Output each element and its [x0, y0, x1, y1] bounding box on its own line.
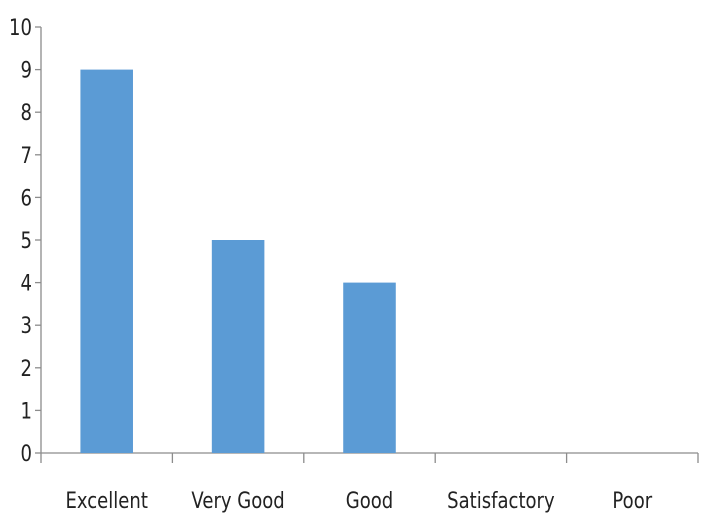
y-tick-label: 8	[21, 99, 32, 125]
y-tick-label: 7	[21, 142, 32, 168]
y-tick-label: 2	[21, 355, 32, 381]
y-tick-label: 10	[9, 14, 32, 40]
y-tick-label: 4	[21, 270, 32, 296]
x-tick-label: Poor	[612, 487, 652, 513]
y-tick-label: 9	[21, 57, 32, 83]
x-tick-label: Good	[346, 487, 393, 513]
y-tick-label: 0	[21, 440, 32, 466]
x-tick-label: Excellent	[66, 487, 148, 513]
bars	[80, 69, 396, 453]
y-tick-label: 6	[21, 185, 32, 211]
x-tick-label: Very Good	[191, 487, 284, 513]
y-tick-label: 3	[21, 312, 32, 338]
bar-excellent	[80, 69, 133, 453]
y-tick-label: 5	[21, 227, 32, 253]
x-axis: Excellent Very Good Good Satisfactory Poor	[40, 452, 699, 513]
y-axis: 0 1 2 3 4 5 6 7 8 9 10	[9, 14, 42, 466]
bar-very-good	[211, 240, 265, 453]
y-tick-label: 1	[21, 398, 32, 424]
x-tick-label: Satisfactory	[447, 487, 555, 513]
bar-good	[343, 282, 396, 453]
